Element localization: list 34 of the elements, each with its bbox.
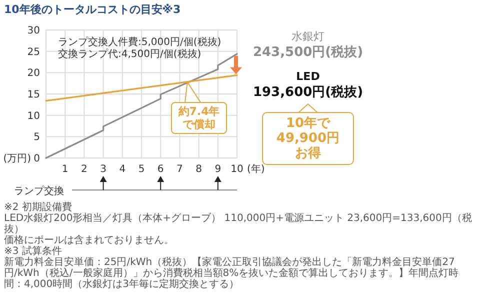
x-tick-label: 9 [214, 164, 222, 175]
text: LED [296, 70, 320, 83]
y-tick-label: 20 [27, 68, 40, 80]
x-tick-label: 10 [230, 164, 244, 175]
y-axis-title: (万円) [3, 154, 32, 164]
annotation: ランプ交換人件費:5,000円/個(税抜) [58, 36, 222, 48]
text: 水銀灯 [292, 30, 324, 43]
y-tick-label: 30 [27, 26, 40, 36]
text: ※2 初期設備費 [4, 202, 73, 213]
y-tick-label: 15 [27, 90, 40, 100]
text: 価格にポールは含まれておりません。 [4, 235, 175, 246]
x-axis-title: (年) [247, 163, 265, 175]
y-tick-label: 10 [27, 110, 40, 122]
x-tick-label: 1 [62, 164, 68, 175]
x-tick-label: 8 [196, 164, 202, 175]
x-tick-label: 4 [119, 164, 126, 175]
x-tick-label: 6 [157, 164, 164, 175]
y-tick-label: 5 [34, 132, 40, 144]
x-tick-label: 5 [138, 164, 145, 175]
chart-title: 10年後のトータルコストの目安※3 [4, 2, 181, 17]
x-tick-label: 3 [100, 164, 106, 175]
text: ※3 試算条件 [4, 246, 63, 257]
text: 193,600円(税抜) [252, 84, 364, 100]
x-tick-label: 2 [81, 164, 88, 175]
text: 新電力料金目安単価：25円/kWh（税抜）【家電公正取引協議会が発出した「新電力料金目安単価27円/kWh（税込/一般家庭用）」から消費税相当額8%を抜いた金額で算出しております。】年間点灯時間：4,000時間（水銀灯は3年毎に定期交換とする） [4, 257, 460, 290]
text: ランプ交換 [14, 185, 64, 197]
text: 243,500円(税抜) [252, 44, 364, 60]
text: LED水銀灯200形相当／灯具（本体+グローブ） 110,000円+電源ユニット 23,600円=133,600円（税抜） [4, 213, 473, 235]
y-tick-label: 25 [27, 46, 40, 58]
annotation: 交換ランプ代:4,500円/個(税抜) [58, 48, 202, 61]
x-tick-label: 7 [176, 164, 183, 175]
y-tick-label: 0 [34, 154, 40, 164]
text: 10年で49,900円お得 [262, 112, 354, 165]
annotation: 約7.4年で償却 [171, 102, 227, 134]
